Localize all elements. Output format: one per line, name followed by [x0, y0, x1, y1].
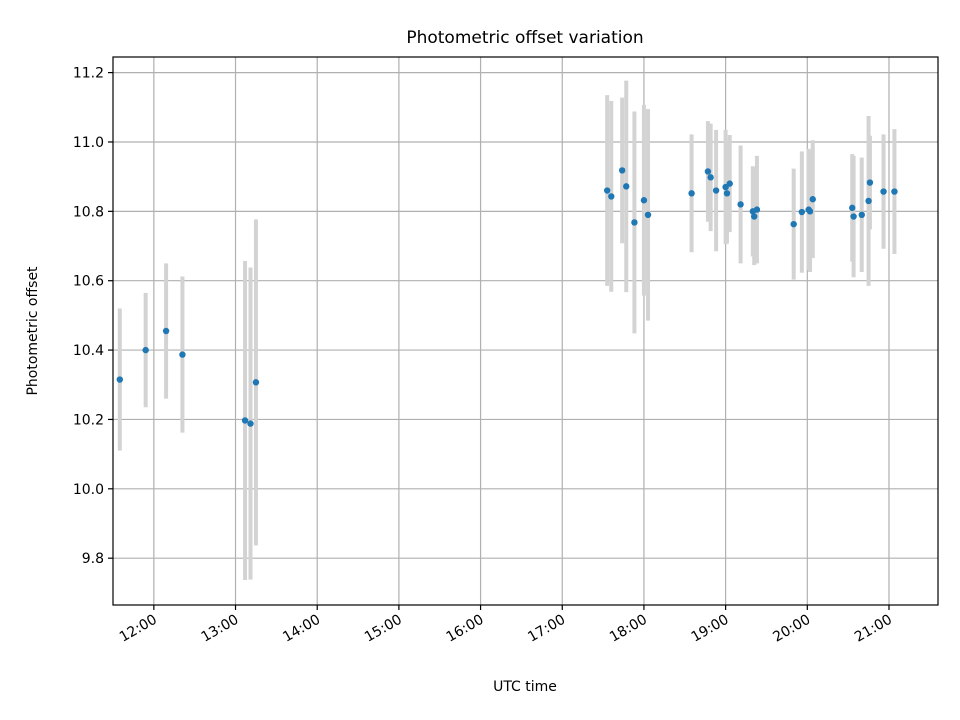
data-point	[618, 167, 626, 174]
data-point	[247, 420, 254, 427]
data-point	[623, 183, 630, 190]
x-tick-label: 17:00	[525, 612, 568, 646]
data-point	[712, 187, 720, 194]
y-tick-label: 10.2	[73, 412, 104, 428]
y-tick-label: 11.2	[73, 66, 104, 82]
data-point	[880, 188, 887, 195]
plot-frame	[112, 56, 939, 606]
y-tick-label: 11.0	[73, 135, 104, 151]
data-point	[241, 417, 249, 424]
data-point	[809, 196, 816, 203]
x-tick-label: 16:00	[444, 612, 487, 646]
data-point	[790, 220, 797, 228]
y-tick-label: 9.8	[82, 551, 104, 567]
data-point	[850, 213, 857, 220]
grid	[113, 57, 938, 605]
data-point	[707, 174, 714, 181]
data-point	[849, 204, 856, 212]
data-point	[753, 206, 761, 213]
y-tick-label: 10.8	[73, 204, 104, 220]
chart-title: Photometric offset variation	[406, 28, 643, 48]
x-tick-label: 18:00	[607, 612, 650, 646]
data-point	[142, 346, 149, 354]
data-point	[751, 213, 758, 220]
data-point	[179, 351, 186, 358]
data-point	[891, 188, 898, 195]
data-point	[162, 327, 170, 335]
data-point	[603, 187, 611, 194]
x-tick-label: 12:00	[117, 612, 160, 646]
y-axis: 9.8 10.0 10.2 10.4 10.6 10.8 11.0 11.2	[73, 66, 113, 567]
x-tick-label: 19:00	[689, 612, 732, 646]
data-point	[608, 193, 615, 200]
data-point	[806, 208, 814, 215]
data-points	[116, 167, 898, 427]
x-tick-label: 13:00	[199, 612, 242, 646]
data-point	[688, 190, 695, 197]
y-tick-label: 10.0	[73, 482, 104, 498]
y-axis-label: Photometric offset	[25, 266, 41, 396]
data-point	[704, 168, 712, 175]
x-axis-label: UTC time	[493, 679, 557, 695]
x-tick-label: 21:00	[852, 612, 895, 646]
data-point	[726, 180, 733, 187]
data-point	[644, 211, 652, 219]
data-point	[252, 379, 260, 386]
data-point	[866, 179, 874, 186]
x-tick-label: 14:00	[280, 612, 323, 646]
data-point	[865, 197, 872, 205]
data-point	[116, 376, 124, 383]
data-point	[798, 208, 806, 216]
data-point	[640, 197, 648, 204]
x-axis: 12:00 13:00 14:00 15:00 16:00 17:00 18:00 19:00…	[117, 605, 895, 646]
data-point	[858, 211, 865, 219]
y-tick-label: 10.4	[73, 343, 104, 359]
data-point	[631, 219, 638, 226]
x-tick-label: 20:00	[770, 612, 813, 646]
x-tick-label: 15:00	[362, 612, 405, 646]
y-tick-label: 10.6	[73, 274, 104, 290]
data-point	[723, 190, 731, 197]
data-point	[737, 201, 744, 208]
